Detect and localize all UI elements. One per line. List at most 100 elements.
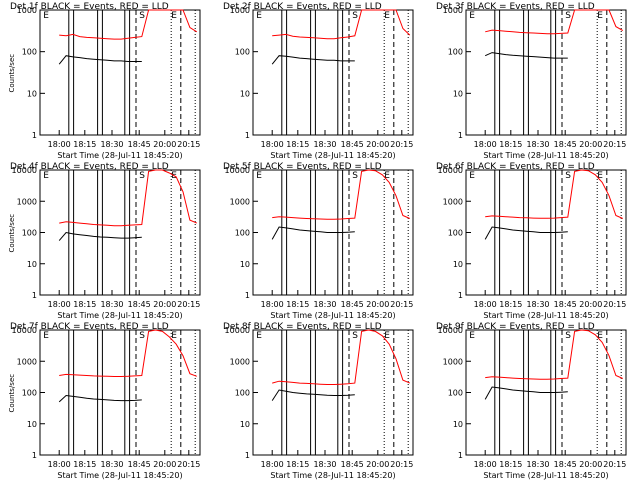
x-tick-label: 18:30 [100, 300, 123, 309]
x-tick-label: 18:30 [526, 300, 549, 309]
x-tick-label: 18:00 [474, 140, 497, 149]
x-axis-label: Start Time (28-Jul-11 18:45:20) [270, 311, 395, 320]
x-axis-label: Start Time (28-Jul-11 18:45:20) [270, 151, 395, 160]
x-tick-label: 20:00 [579, 140, 602, 149]
y-tick-label: 10 [27, 420, 37, 429]
chart-svg: Det 8f BLACK = Events, RED = LLD Start Ti… [223, 322, 414, 480]
series-line-events [484, 52, 568, 59]
series-line-events [58, 394, 142, 403]
y-tick-label: 1 [458, 131, 463, 140]
panel-title: Det 2f BLACK = Events, RED = LLD [223, 2, 382, 12]
x-tick-label: 18:45 [128, 300, 151, 309]
annotation-label: S [352, 331, 358, 341]
x-tick-label: 18:15 [73, 140, 96, 149]
y-tick-label: 10 [453, 89, 463, 98]
x-tick-label: 18:30 [313, 300, 336, 309]
y-tick-label: 1000 [230, 357, 250, 366]
y-tick-label: 1000 [443, 197, 463, 206]
y-tick-label: 1 [32, 451, 37, 460]
y-tick-label: 1 [32, 131, 37, 140]
x-tick-label: 20:00 [366, 460, 389, 469]
x-tick-label: 18:15 [286, 460, 309, 469]
y-tick-label: 1000 [443, 6, 463, 15]
annotation-label: S [352, 171, 358, 181]
series-line-lld [485, 329, 623, 380]
detector-panel-5: Det 5f BLACK = Events, RED = LLD Start Ti… [213, 160, 426, 320]
x-tick-label: 18:45 [341, 300, 364, 309]
y-tick-label: 10000 [438, 166, 463, 175]
y-tick-label: 10000 [438, 326, 463, 335]
annotation-label: E [171, 331, 177, 341]
axes-frame [252, 9, 414, 136]
y-axis-label: Counts/sec [8, 54, 16, 93]
chart-svg: Det 3f BLACK = Events, RED = LLD Start Ti… [436, 2, 627, 160]
x-axis-label: Start Time (28-Jul-11 18:45:20) [483, 151, 608, 160]
y-tick-label: 10000 [12, 326, 37, 335]
x-tick-label: 18:30 [313, 460, 336, 469]
series-line-lld [272, 169, 410, 220]
annotation-label: E [469, 171, 475, 181]
annotation-label: E [597, 331, 603, 341]
annotation-label: E [171, 11, 177, 21]
y-tick-label: 1 [32, 291, 37, 300]
x-tick-label: 18:00 [261, 140, 284, 149]
chart-svg: Det 9f BLACK = Events, RED = LLD Start Ti… [436, 322, 627, 480]
series-line-events [58, 55, 142, 65]
y-tick-label: 100 [22, 48, 37, 57]
y-tick-label: 10 [240, 420, 250, 429]
annotation-label: E [384, 331, 390, 341]
x-tick-label: 20:00 [579, 300, 602, 309]
detector-panel-3: Det 3f BLACK = Events, RED = LLD Start Ti… [426, 0, 639, 160]
panel-title: Det 9f BLACK = Events, RED = LLD [436, 322, 595, 332]
x-tick-label: 18:00 [48, 460, 71, 469]
y-tick-label: 100 [448, 48, 463, 57]
chart-svg: Det 7f BLACK = Events, RED = LLD Counts/s… [8, 322, 201, 480]
x-tick-label: 18:45 [554, 140, 577, 149]
y-tick-label: 1000 [230, 197, 250, 206]
annotation-label: E [384, 171, 390, 181]
x-tick-label: 18:15 [286, 140, 309, 149]
series-line-lld [59, 169, 197, 227]
x-tick-label: 18:30 [100, 140, 123, 149]
y-tick-label: 10 [240, 89, 250, 98]
x-tick-label: 18:00 [261, 300, 284, 309]
detector-panel-9: Det 9f BLACK = Events, RED = LLD Start Ti… [426, 320, 639, 480]
x-axis-label: Start Time (28-Jul-11 18:45:20) [57, 311, 182, 320]
annotation-label: E [256, 11, 262, 21]
y-tick-label: 1 [458, 291, 463, 300]
x-tick-label: 18:45 [341, 460, 364, 469]
annotation-label: E [256, 171, 262, 181]
x-tick-label: 18:00 [48, 300, 71, 309]
axes-frame [39, 9, 201, 136]
axes-frame [39, 329, 201, 456]
y-tick-label: 10 [27, 260, 37, 269]
x-tick-label: 20:15 [390, 460, 413, 469]
panel-title: Det 8f BLACK = Events, RED = LLD [223, 322, 382, 332]
y-tick-label: 1 [245, 131, 250, 140]
x-tick-label: 20:00 [366, 300, 389, 309]
annotation-label: S [139, 331, 145, 341]
series-line-events [271, 389, 355, 401]
x-tick-label: 18:30 [526, 460, 549, 469]
y-tick-label: 1 [245, 291, 250, 300]
x-tick-label: 18:00 [261, 460, 284, 469]
panel-title: Det 6f BLACK = Events, RED = LLD [436, 162, 595, 172]
x-tick-label: 18:45 [554, 300, 577, 309]
y-tick-label: 10 [27, 89, 37, 98]
panel-title: Det 4f BLACK = Events, RED = LLD [10, 162, 169, 172]
annotation-label: S [139, 11, 145, 21]
x-tick-label: 20:15 [603, 300, 626, 309]
y-axis-label: Counts/sec [8, 374, 16, 413]
annotation-label: E [597, 171, 603, 181]
y-tick-label: 100 [448, 389, 463, 398]
annotation-label: E [384, 11, 390, 21]
annotation-label: S [565, 331, 571, 341]
chart-svg: Det 2f BLACK = Events, RED = LLD Start Ti… [223, 2, 414, 160]
x-tick-label: 18:45 [128, 140, 151, 149]
series-line-lld [485, 169, 623, 219]
series-line-lld [272, 329, 410, 385]
series-line-events [484, 226, 568, 240]
detector-panel-1: Det 1f BLACK = Events, RED = LLD Counts/s… [0, 0, 213, 160]
series-line-lld [59, 329, 197, 377]
